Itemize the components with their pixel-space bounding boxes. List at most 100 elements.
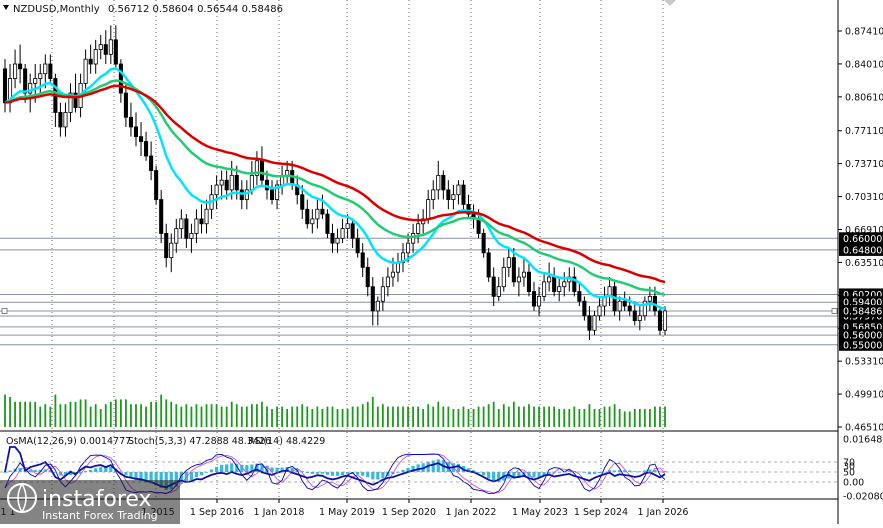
osma-bar: [542, 472, 546, 476]
volume-bar: [235, 404, 238, 427]
candle-body: [189, 233, 194, 239]
volume-bar: [39, 406, 42, 427]
osma-bar: [592, 472, 597, 475]
volume-bar: [427, 404, 430, 427]
volume-bar: [432, 406, 435, 427]
candle-body: [38, 73, 43, 79]
osma-bar: [628, 470, 632, 472]
volume-bar: [633, 409, 636, 427]
volume-bar: [109, 401, 112, 427]
candle-body: [552, 276, 557, 292]
y-axis-label: 0.63510: [845, 258, 883, 269]
volume-bar: [205, 404, 208, 427]
candle-body: [572, 276, 577, 292]
candle-body: [249, 174, 254, 191]
volume-bar: [140, 404, 142, 427]
osma-bar: [663, 470, 667, 472]
osma-bar: [366, 472, 370, 478]
volume-bar: [477, 406, 480, 427]
osma-bar: [300, 471, 304, 472]
volume-bar: [261, 401, 263, 427]
volume-bar: [467, 409, 470, 427]
volume-bar: [220, 406, 223, 427]
volume-bar: [321, 409, 324, 427]
price-level-tag: 0.55000: [843, 340, 882, 351]
candle-body: [93, 49, 98, 65]
osma-bar: [396, 472, 400, 473]
osma-bar: [159, 472, 163, 488]
osma-bar: [492, 472, 496, 482]
volume-bar: [643, 409, 646, 427]
volume-bar: [291, 406, 294, 427]
candle-body: [476, 218, 481, 234]
osma-bar: [456, 463, 461, 472]
indicator-subwindow-layer: [0, 446, 838, 495]
volume-bar: [64, 404, 67, 427]
volume-bar: [558, 409, 561, 427]
candle-body: [511, 257, 516, 283]
osma-bar: [265, 465, 269, 472]
volume-bar: [210, 404, 213, 427]
candle-body: [108, 39, 113, 55]
osma-bar: [512, 472, 516, 479]
osma-bar: [426, 461, 430, 472]
volume-bar: [538, 406, 540, 427]
volume-layer: [4, 394, 666, 427]
candle-body: [23, 68, 28, 94]
candle-body: [103, 44, 108, 55]
volume-bar: [548, 406, 551, 427]
osma-bar: [381, 472, 385, 479]
candle-body: [345, 223, 350, 230]
osma-bar: [466, 468, 471, 472]
price-level-tag: 0.56000: [843, 331, 882, 342]
candle-body: [446, 189, 451, 200]
osma-bar: [315, 472, 319, 474]
shift-marker-icon[interactable]: [664, 0, 676, 6]
y-axis-label: 0.77110: [845, 126, 883, 137]
volume-bar: [14, 401, 16, 427]
osma-bar: [230, 463, 234, 472]
candle-body: [43, 63, 48, 75]
osma-bar: [270, 467, 274, 472]
volume-bar: [437, 401, 440, 427]
volume-bar: [568, 409, 571, 427]
osma-bar: [335, 472, 340, 476]
volume-bar: [271, 409, 273, 427]
volume-bar: [578, 409, 581, 427]
candle-body: [350, 223, 355, 239]
logo-tagline: Instant Forex Trading: [42, 509, 158, 522]
logo-text: instaforex: [42, 487, 152, 512]
candle-body: [461, 184, 466, 205]
price-level-tag-bg: [839, 338, 883, 351]
volume-bar: [412, 406, 414, 427]
volume-bar: [628, 411, 631, 427]
volume-bar: [99, 409, 102, 427]
volume-bar: [588, 404, 591, 427]
volume-bar: [119, 399, 122, 427]
dropdown-triangle-icon[interactable]: [3, 5, 9, 10]
candle-body: [562, 281, 567, 288]
volume-bar: [195, 404, 198, 427]
osma-label: OsMA(12,26,9) 0.0014777: [6, 436, 131, 447]
volume-bar: [74, 401, 77, 427]
candle-body: [406, 242, 411, 254]
candle-body: [325, 213, 330, 234]
x-axis-label: 1 Jan 2026: [638, 507, 689, 518]
osma-bar: [139, 472, 143, 482]
candle-body: [385, 276, 390, 288]
osma-bar: [613, 470, 617, 472]
osma-bar: [356, 472, 360, 475]
price-level-tag-bg: [839, 243, 883, 256]
volume-bar: [623, 411, 626, 427]
osma-bar: [547, 472, 551, 474]
osma-bar: [577, 471, 581, 473]
volume-bar: [563, 409, 566, 427]
osma-bar: [285, 467, 289, 472]
volume-bar: [366, 401, 369, 427]
osma-bar: [199, 472, 204, 476]
volume-bar: [301, 404, 304, 427]
current-price-tag-bg: [839, 305, 883, 318]
osma-bar: [220, 464, 224, 472]
